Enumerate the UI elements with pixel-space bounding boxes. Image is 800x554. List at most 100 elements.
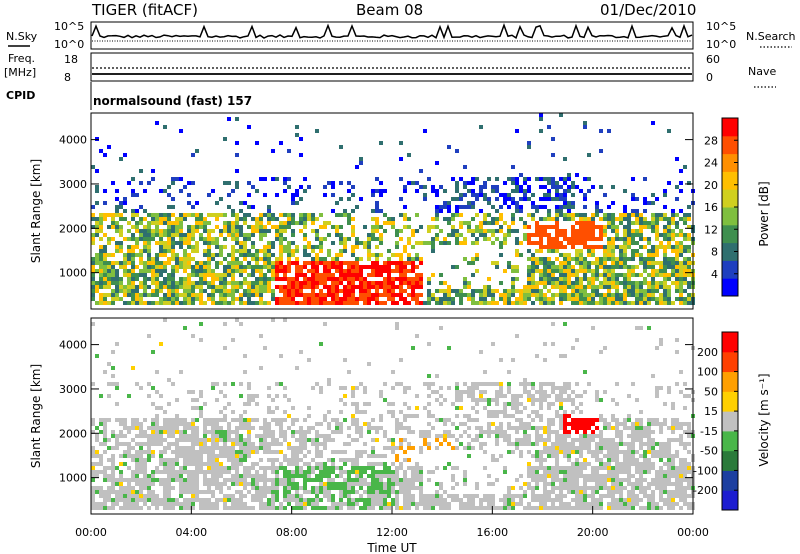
heatmap-cell	[563, 446, 567, 450]
heatmap-cell	[131, 494, 135, 498]
heatmap-cell	[327, 265, 331, 269]
heatmap-cell	[191, 249, 195, 253]
heatmap-cell	[255, 265, 259, 269]
heatmap-cell	[351, 498, 355, 502]
heatmap-cell	[351, 482, 355, 486]
heatmap-cell	[227, 470, 231, 474]
heatmap-cell	[531, 474, 535, 478]
heatmap-cell	[451, 265, 455, 269]
heatmap-cell	[207, 257, 211, 261]
heatmap-cell	[219, 462, 223, 466]
heatmap-cell	[559, 390, 563, 394]
heatmap-cell	[639, 253, 643, 257]
heatmap-cell	[95, 462, 99, 466]
heatmap-cell	[119, 205, 123, 209]
heatmap-cell	[307, 281, 311, 285]
heatmap-cell	[335, 289, 339, 293]
heatmap-cell	[359, 265, 363, 269]
heatmap-cell	[471, 261, 475, 265]
heatmap-cell	[511, 213, 515, 217]
heatmap-cell	[223, 293, 227, 297]
heatmap-cell	[463, 390, 467, 394]
heatmap-cell	[451, 301, 455, 305]
heatmap-cell	[171, 285, 175, 289]
heatmap-cell	[387, 285, 391, 289]
heatmap-cell	[95, 253, 99, 257]
heatmap-cell	[535, 221, 539, 225]
heatmap-cell	[107, 362, 111, 366]
heatmap-cell	[271, 494, 275, 498]
heatmap-cell	[195, 293, 199, 297]
heatmap-cell	[679, 285, 683, 289]
heatmap-cell	[447, 201, 451, 205]
heatmap-cell	[119, 265, 123, 269]
heatmap-cell	[555, 454, 559, 458]
nsearch-label: N.Search	[746, 30, 796, 43]
heatmap-cell	[443, 297, 447, 301]
heatmap-cell	[527, 398, 531, 402]
heatmap-cell	[159, 301, 163, 305]
heatmap-cell	[223, 506, 227, 510]
heatmap-cell	[139, 434, 143, 438]
heatmap-cell	[123, 301, 127, 305]
heatmap-cell	[215, 237, 219, 241]
heatmap-cell	[479, 426, 483, 430]
heatmap-cell	[471, 201, 475, 205]
heatmap-cell	[291, 470, 295, 474]
heatmap-cell	[551, 241, 555, 245]
heatmap-cell	[355, 265, 359, 269]
heatmap-cell	[411, 229, 415, 233]
heatmap-cell	[579, 462, 583, 466]
heatmap-cell	[267, 241, 271, 245]
heatmap-cell	[503, 301, 507, 305]
heatmap-cell	[111, 430, 115, 434]
heatmap-cell	[555, 205, 559, 209]
heatmap-cell	[367, 486, 371, 490]
heatmap-cell	[191, 257, 195, 261]
heatmap-cell	[519, 422, 523, 426]
heatmap-cell	[411, 414, 415, 418]
heatmap-cell	[111, 213, 115, 217]
heatmap-cell	[555, 189, 559, 193]
heatmap-cell	[163, 446, 167, 450]
heatmap-cell	[435, 466, 439, 470]
heatmap-cell	[379, 394, 383, 398]
heatmap-cell	[579, 285, 583, 289]
heatmap-cell	[671, 249, 675, 253]
heatmap-cell	[339, 281, 343, 285]
heatmap-cell	[543, 269, 547, 273]
heatmap-cell	[495, 430, 499, 434]
heatmap-cell	[527, 414, 531, 418]
heatmap-cell	[315, 442, 319, 446]
heatmap-cell	[103, 474, 107, 478]
heatmap-cell	[191, 237, 195, 241]
heatmap-cell	[307, 185, 311, 189]
heatmap-cell	[511, 502, 515, 506]
heatmap-cell	[275, 273, 279, 277]
heatmap-cell	[603, 426, 607, 430]
heatmap-cell	[319, 293, 323, 297]
heatmap-cell	[167, 418, 171, 422]
heatmap-cell	[375, 297, 379, 301]
heatmap-cell	[263, 434, 267, 438]
heatmap-cell	[315, 237, 319, 241]
heatmap-cell	[187, 285, 191, 289]
heatmap-cell	[543, 358, 547, 362]
heatmap-cell	[423, 506, 427, 510]
heatmap-cell	[187, 502, 191, 506]
heatmap-cell	[383, 398, 387, 402]
heatmap-cell	[427, 374, 431, 378]
heatmap-cell	[211, 462, 215, 466]
heatmap-cell	[155, 273, 159, 277]
heatmap-cell	[319, 434, 323, 438]
heatmap-cell	[563, 322, 567, 326]
heatmap-cell	[415, 470, 419, 474]
heatmap-cell	[459, 442, 463, 446]
heatmap-cell	[123, 265, 127, 269]
heatmap-cell	[571, 225, 575, 229]
heatmap-cell	[471, 386, 475, 390]
heatmap-cell	[143, 470, 147, 474]
heatmap-cell	[299, 506, 303, 510]
heatmap-cell	[531, 498, 535, 502]
heatmap-cell	[527, 197, 531, 201]
